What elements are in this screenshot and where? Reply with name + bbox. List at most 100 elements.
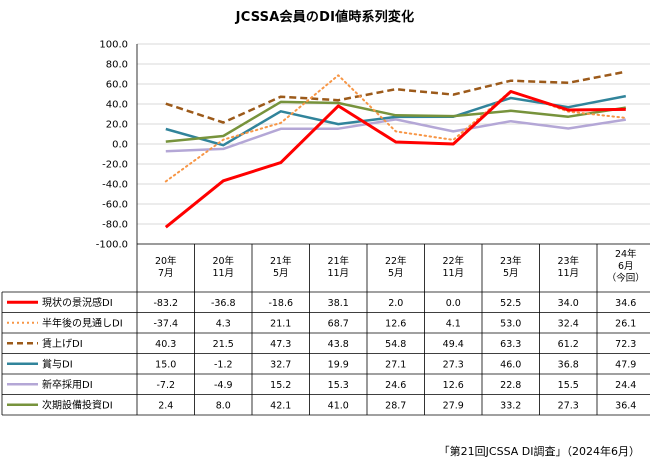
data-value: 46.0: [500, 359, 521, 370]
data-value: 4.1: [446, 318, 461, 329]
series-line: [165, 70, 627, 124]
data-value: 15.0: [155, 359, 176, 370]
data-value: 54.8: [385, 339, 406, 350]
data-value: -37.4: [153, 318, 178, 329]
data-value: 42.1: [270, 400, 291, 411]
category-label: 6月: [618, 261, 634, 272]
data-value: -7.2: [156, 380, 175, 391]
data-value: 33.2: [500, 400, 521, 411]
data-value: 27.1: [385, 359, 406, 370]
data-value: 68.7: [328, 318, 349, 329]
data-value: -36.8: [211, 298, 236, 309]
series-name: 賃上げDI: [42, 337, 83, 350]
source-note: 「第21回JCSSA DI調査」（2024年6月）: [438, 445, 640, 458]
category-label: 21年: [270, 255, 292, 267]
data-value: 26.1: [615, 318, 636, 329]
y-tick-label: -80.0: [102, 220, 128, 231]
data-value: 47.9: [615, 359, 636, 370]
y-gridlines: [137, 43, 650, 245]
data-value: 12.6: [443, 380, 464, 391]
data-value: 61.2: [558, 339, 579, 350]
data-value: 36.4: [615, 400, 636, 411]
data-value: 27.3: [558, 400, 579, 411]
category-label: 5月: [388, 268, 404, 279]
data-value: 2.0: [388, 298, 403, 309]
data-value: 53.0: [500, 318, 521, 329]
series-lines: [164, 70, 627, 229]
data-value: 4.3: [216, 318, 231, 329]
data-value: 22.8: [500, 380, 521, 391]
y-tick-label: -40.0: [102, 180, 128, 191]
data-value: 24.4: [615, 380, 636, 391]
data-value: 15.5: [558, 380, 579, 391]
data-value: 32.4: [558, 318, 579, 329]
y-tick-label: 100.0: [99, 40, 128, 51]
y-tick-label: 80.0: [106, 60, 128, 71]
category-label: 22年: [385, 255, 407, 267]
series-name: 賞与DI: [42, 357, 73, 370]
data-value: 8.0: [216, 400, 231, 411]
y-tick-label: 60.0: [106, 80, 128, 91]
data-value: 24.6: [385, 380, 406, 391]
data-value: 12.6: [385, 318, 406, 329]
data-value: 36.8: [558, 359, 579, 370]
data-value: 52.5: [500, 298, 521, 309]
data-value: -83.2: [153, 298, 178, 309]
data-value: 34.0: [558, 298, 579, 309]
category-label: 23年: [557, 255, 579, 267]
category-label: 23年: [500, 255, 522, 267]
category-label: 11月: [212, 268, 234, 279]
data-value: 32.7: [270, 359, 291, 370]
y-tick-label: -20.0: [102, 160, 128, 171]
series-name: 次期設備投資DI: [42, 398, 113, 411]
data-value: 38.1: [328, 298, 349, 309]
data-value: 40.3: [155, 339, 176, 350]
series-name: 現状の景況感DI: [42, 296, 113, 309]
data-value: 15.2: [270, 380, 291, 391]
category-label: 11月: [557, 268, 579, 279]
data-value: 2.4: [158, 400, 173, 411]
chart-title: JCSSA会員のDI値時系列変化: [235, 10, 415, 25]
category-label: 20年: [155, 255, 177, 267]
data-value: -1.2: [214, 359, 233, 370]
category-label: 22年: [442, 255, 464, 267]
data-value: 21.5: [213, 339, 234, 350]
y-tick-label: -60.0: [102, 200, 128, 211]
data-value: 0.0: [446, 298, 461, 309]
data-value: 27.9: [443, 400, 464, 411]
data-value: 15.3: [328, 380, 349, 391]
series-name: 新卒採用DI: [42, 378, 93, 391]
data-table: 20年7月20年11月21年5月21年11月22年5月22年11月23年5月23…: [1, 44, 650, 416]
category-label: 11月: [327, 268, 349, 279]
series-line: [164, 90, 626, 229]
data-value: 28.7: [385, 400, 406, 411]
y-tick-label: 20.0: [106, 120, 128, 131]
data-value: 47.3: [270, 339, 291, 350]
category-label: 7月: [158, 268, 174, 279]
data-value: 49.4: [443, 339, 464, 350]
category-label: 21年: [327, 255, 349, 267]
data-value: -4.9: [214, 380, 233, 391]
y-tick-label: 0.0: [112, 140, 128, 151]
category-label: 5月: [503, 268, 519, 279]
series-line: [165, 118, 626, 153]
series-name: 半年後の見通しDI: [42, 316, 123, 329]
data-value: 41.0: [328, 400, 349, 411]
series-line: [165, 100, 626, 143]
data-value: 19.9: [328, 359, 349, 370]
y-tick-label: -100.0: [96, 240, 128, 251]
y-tick-labels: 100.0 80.0 60.0 40.0 20.0 0.0 -20.0 -40.0 -60.0 -…: [96, 40, 128, 251]
data-value: -18.6: [268, 298, 293, 309]
category-label: （今回）: [607, 272, 645, 284]
data-value: 63.3: [500, 339, 521, 350]
data-value: 72.3: [615, 339, 636, 350]
category-label: 20年: [212, 255, 234, 267]
data-value: 34.6: [615, 298, 636, 309]
category-label: 24年: [615, 248, 637, 260]
data-value: 21.1: [270, 318, 291, 329]
category-label: 11月: [442, 268, 464, 279]
category-label: 5月: [273, 268, 289, 279]
data-value: 43.8: [328, 339, 349, 350]
y-tick-label: 40.0: [106, 100, 128, 111]
